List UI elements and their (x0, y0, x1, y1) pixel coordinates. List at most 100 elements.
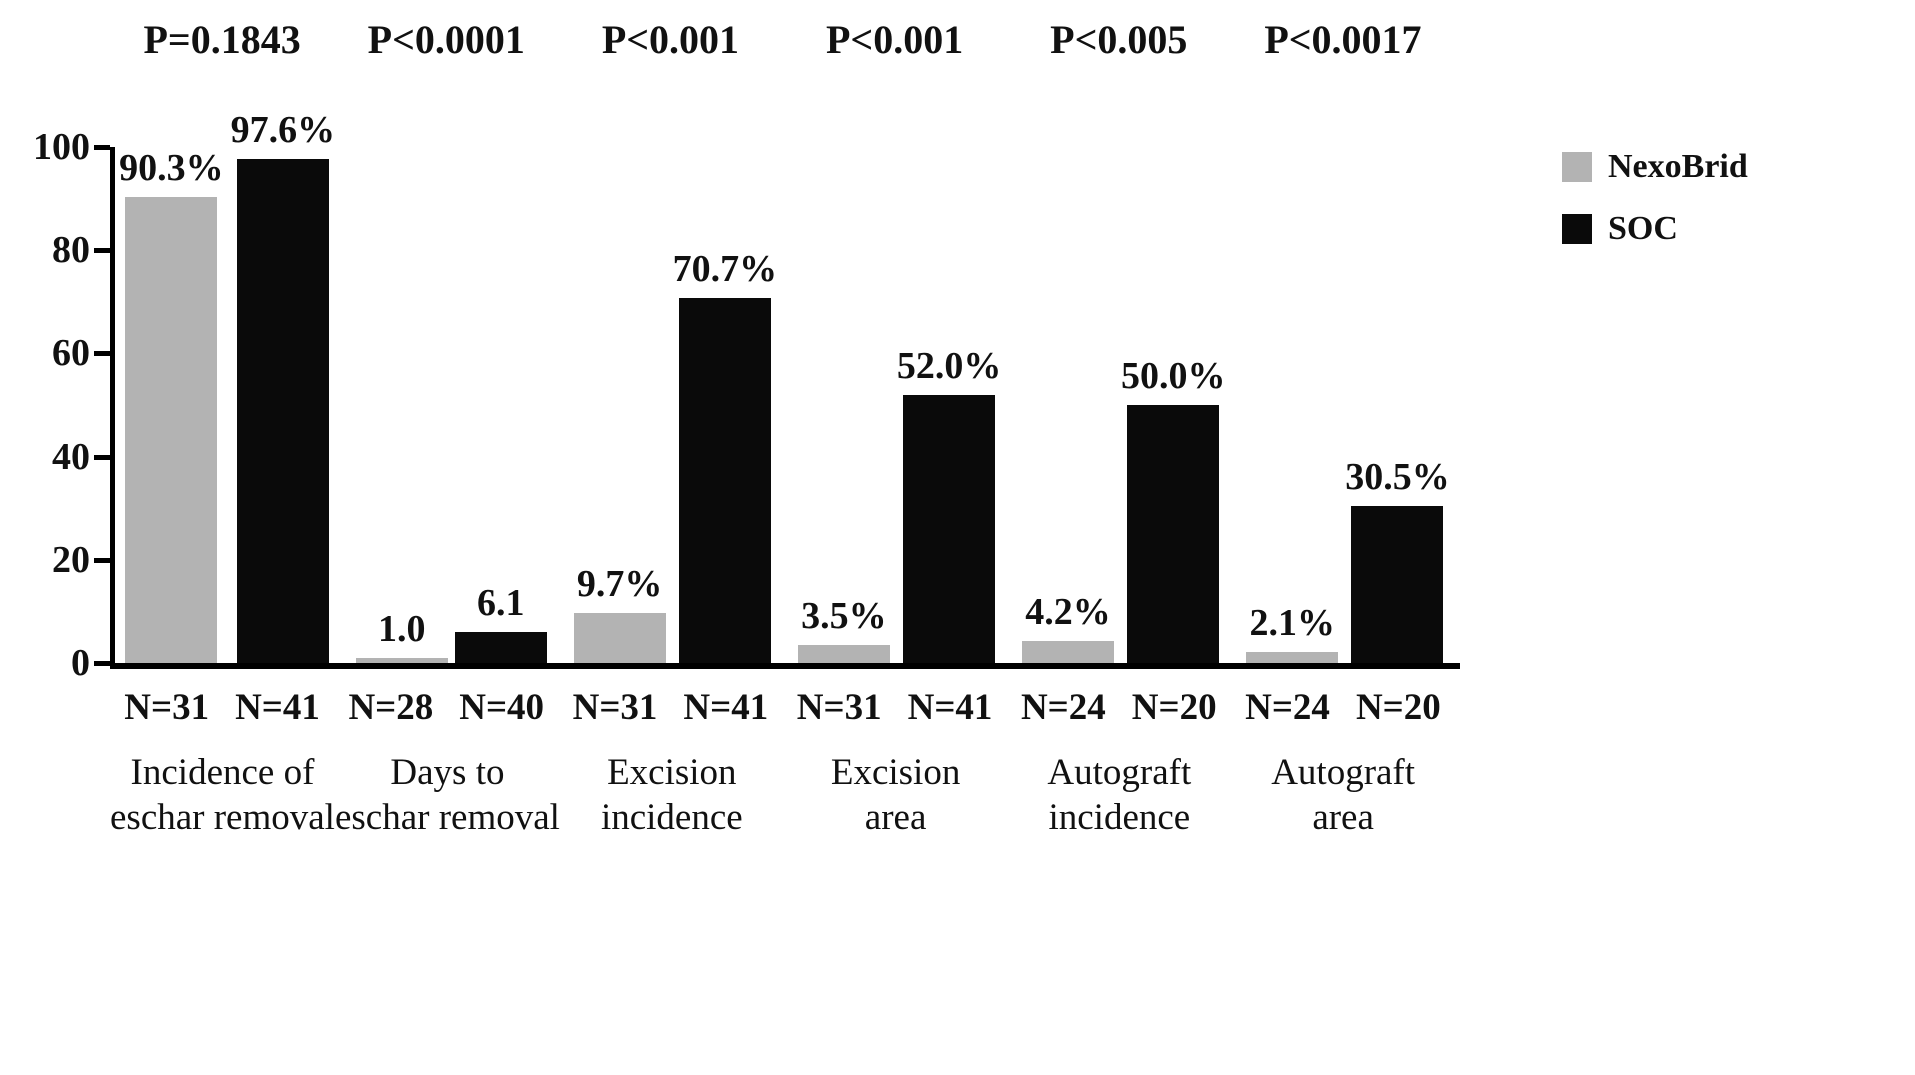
bar-with-label: 30.5% (1345, 455, 1450, 663)
bar-soc (678, 298, 771, 663)
category-label: Autograft incidence (1007, 750, 1231, 840)
bar-group: 1.0 6.1 (339, 147, 563, 663)
n-label: N=24 (1245, 687, 1330, 728)
bar-nexobrid (125, 197, 218, 663)
bar-with-label: 4.2% (1022, 590, 1115, 663)
p-value-label: P<0.0001 (367, 17, 525, 62)
y-axis-tick-mark (94, 454, 110, 460)
bar-value-label: 2.1% (1249, 602, 1335, 645)
bar-soc (236, 159, 329, 663)
p-value-label: P<0.0017 (1264, 17, 1422, 62)
n-label-group: N=24 N=20 (1007, 686, 1231, 729)
category-label: Autograft area (1231, 750, 1455, 840)
bar-soc (903, 394, 996, 663)
category-label-line: incidence (600, 797, 743, 838)
bar-value-label: 70.7% (672, 248, 778, 291)
p-value-label: P<0.005 (1050, 17, 1188, 62)
category-label-line: Excision (607, 752, 737, 793)
bar-with-label: 70.7% (672, 247, 778, 663)
category-label: Days to eschar removal (335, 750, 560, 840)
bar-with-label: 9.7% (573, 562, 666, 663)
chart-legend: NexoBrid SOC (1562, 148, 1748, 248)
legend-item: SOC (1562, 210, 1748, 248)
bar-soc (454, 631, 547, 663)
y-axis-tick-label: 80 (52, 229, 90, 272)
n-label-group: N=31 N=41 (558, 686, 782, 729)
bar-value-label: 6.1 (477, 581, 525, 624)
legend-label: NexoBrid (1608, 148, 1748, 185)
bar-nexobrid (573, 612, 666, 663)
category-label-line: eschar removal (110, 797, 335, 838)
category-label-line: Days to (390, 752, 505, 793)
y-axis-tick-mark (94, 661, 110, 666)
plot-area: 90.3% 97.6% 1.0 6.1 9.7% 70.7% 3.5% 52.0% 4.2% 50… (110, 109, 1460, 669)
legend-item: NexoBrid (1562, 148, 1748, 186)
bar-nexobrid (355, 657, 448, 663)
category-label-line: Incidence of (130, 752, 315, 793)
category-label-line: eschar removal (334, 797, 560, 838)
p-value-label: P<0.001 (825, 17, 964, 62)
bar-nexobrid (797, 644, 890, 663)
bar-soc (1351, 505, 1444, 663)
y-axis-tick-label: 100 (33, 126, 90, 168)
n-label: N=20 (1131, 687, 1217, 728)
bar-value-label: 97.6% (230, 109, 336, 152)
bar-value-label: 90.3% (119, 147, 224, 190)
bar-with-label: 97.6% (230, 108, 336, 663)
y-axis-tick-label: 20 (52, 538, 90, 581)
category-label-line: Autograft (1271, 752, 1416, 793)
bar-nexobrid (1246, 652, 1339, 663)
y-axis-tick-mark (94, 351, 110, 357)
legend-swatch-nexobrid (1562, 152, 1592, 182)
n-label: N=24 (1020, 687, 1106, 728)
category-label-line: Excision (830, 752, 961, 793)
bar-with-label: 3.5% (797, 594, 890, 663)
bar-group: 3.5% 52.0% (788, 147, 1012, 663)
bar-group: 9.7% 70.7% (563, 147, 787, 663)
bar-value-label: 3.5% (801, 594, 887, 637)
bar-soc (1127, 405, 1220, 663)
p-value-label: P<0.001 (601, 17, 740, 62)
bar-with-label: 90.3% (119, 146, 224, 663)
category-labels-row: Incidence of eschar removal Days to eschar … (110, 750, 1455, 840)
bar-group: 2.1% 30.5% (1236, 147, 1460, 663)
bar-with-label: 6.1 (454, 581, 547, 663)
bar-with-label: 1.0 (355, 607, 448, 663)
y-axis-tick-mark (94, 145, 110, 150)
p-value-label: P=0.1843 (143, 17, 301, 62)
category-label-line: incidence (1048, 797, 1191, 838)
category-label: Incidence of eschar removal (110, 750, 335, 840)
bar-with-label: 2.1% (1246, 601, 1339, 663)
category-label-line: Autograft (1047, 752, 1192, 793)
category-label-line: area (864, 797, 927, 838)
n-label: N=41 (235, 687, 320, 728)
bar-value-label: 30.5% (1345, 455, 1450, 498)
n-label: N=41 (683, 687, 769, 728)
legend-label: SOC (1608, 210, 1678, 247)
y-axis-tick-label: 60 (52, 332, 90, 375)
n-label-group: N=31 N=41 (110, 686, 334, 729)
p-values-row: P=0.1843 P<0.0001 P<0.001 P<0.001 P<0.005 P<0… (110, 16, 1455, 63)
n-label-group: N=24 N=20 (1231, 686, 1455, 729)
bar-value-label: 9.7% (576, 562, 663, 605)
n-label: N=31 (572, 687, 658, 728)
n-label: N=20 (1355, 687, 1441, 728)
bar-group: 4.2% 50.0% (1012, 147, 1236, 663)
n-label: N=31 (796, 687, 882, 728)
legend-swatch-soc (1562, 214, 1592, 244)
n-label: N=28 (348, 687, 434, 728)
category-label: Excision incidence (560, 750, 784, 840)
bar-group: 90.3% 97.6% (115, 109, 339, 663)
n-labels-row: N=31 N=41 N=28 N=40 N=31 N=41 N=31 N=41 N=24 N=20… (110, 686, 1455, 729)
y-axis-tick-label: 40 (52, 435, 90, 478)
n-label-group: N=28 N=40 (334, 686, 558, 729)
bar-value-label: 52.0% (896, 344, 1002, 387)
n-label: N=40 (459, 687, 545, 728)
bar-value-label: 50.0% (1121, 355, 1226, 397)
bar-value-label: 1.0 (378, 607, 426, 650)
y-axis-tick-mark (94, 557, 110, 563)
n-label: N=31 (124, 687, 210, 728)
bar-value-label: 4.2% (1025, 591, 1111, 634)
category-label-line: area (1312, 797, 1374, 838)
